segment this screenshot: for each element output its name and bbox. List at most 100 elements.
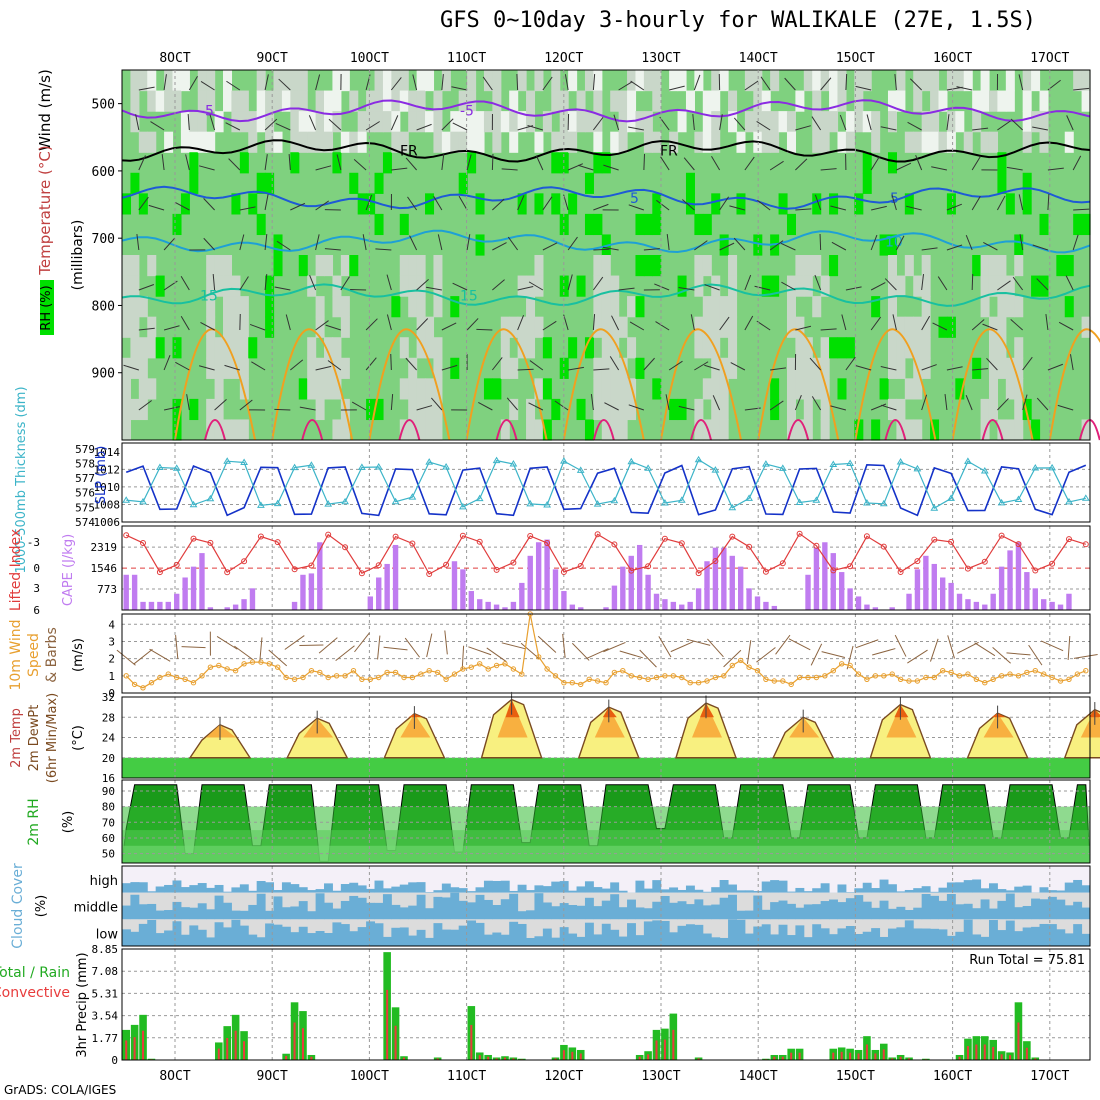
date-tick-bottom: 9OCT <box>257 1069 288 1084</box>
date-tick-top: 14OCT <box>739 51 778 66</box>
wind-barb <box>1010 319 1023 331</box>
cloud-cell <box>896 927 906 946</box>
thickness-marker <box>863 499 871 506</box>
cloud-cell <box>408 905 418 920</box>
wind-speed-marker <box>342 673 348 679</box>
cloud-cell <box>231 887 241 893</box>
rh-cell <box>467 152 477 174</box>
rh-cell <box>988 131 999 153</box>
wind-speed-marker <box>931 674 937 681</box>
rh-cell <box>332 111 342 133</box>
rh-cell <box>122 316 132 338</box>
wind-barb <box>1072 234 1079 251</box>
cloud-cell <box>147 891 157 893</box>
wind-barb <box>983 242 998 251</box>
wind-barb <box>784 77 796 91</box>
rh-cell <box>610 316 620 338</box>
cloud-cell <box>559 927 569 946</box>
wind-speed-marker <box>418 671 424 677</box>
cloud-cell <box>374 880 384 893</box>
cape-tick: 1546 <box>91 562 118 575</box>
wind-speed-marker <box>1032 668 1039 674</box>
rh-cell <box>130 296 140 318</box>
cloud-cell <box>231 919 241 946</box>
wind-barb <box>769 240 784 251</box>
rh-cell <box>1005 419 1015 441</box>
cloud-cell <box>248 934 258 946</box>
cloud-cell <box>475 922 485 946</box>
lifted-index-marker <box>426 571 433 577</box>
wind-barb <box>163 325 180 331</box>
rh-cell <box>281 90 291 112</box>
cloud-cell <box>534 893 544 920</box>
thickness-marker <box>661 499 669 506</box>
cloud-cell <box>904 909 914 920</box>
rh-cell <box>736 193 746 215</box>
rh-cell <box>206 296 216 318</box>
wind-barb <box>618 287 635 291</box>
cloud-cell <box>248 890 258 893</box>
cloud-cell <box>576 886 586 893</box>
precip-convective-bar <box>899 1056 902 1060</box>
wind-barb <box>719 114 723 131</box>
cloud-cell <box>450 929 460 946</box>
lifted-index-marker <box>981 558 988 565</box>
cloud-cell <box>736 910 746 920</box>
rh-cell <box>576 90 586 112</box>
wind-barb <box>482 76 493 91</box>
rh-cell <box>568 111 578 133</box>
wind-barb <box>517 314 525 331</box>
cloud-cell <box>382 936 392 946</box>
rh-cell <box>500 111 510 133</box>
rh-cell <box>349 90 359 112</box>
wind-barb <box>452 122 468 131</box>
wind-speed-marker <box>956 673 963 679</box>
wind-barb <box>692 114 695 131</box>
wind-barb <box>845 73 848 91</box>
rh-cell <box>1014 419 1024 441</box>
cape-bar <box>317 542 323 610</box>
wind-barb <box>795 208 812 211</box>
temp-peak-orange <box>400 713 431 738</box>
wind-barb <box>819 233 822 251</box>
rh-cell <box>761 90 771 112</box>
cloud-cell <box>500 880 510 893</box>
cape-bar <box>1015 542 1022 610</box>
rh-cell <box>206 275 216 297</box>
cloud-cell <box>1056 929 1066 946</box>
wind-barb <box>895 235 905 251</box>
wind-barb <box>896 162 912 171</box>
temp-tick: 24 <box>102 732 116 745</box>
wind-barb <box>567 163 584 171</box>
rh-cell <box>1022 131 1032 153</box>
rh-cell <box>786 111 796 133</box>
wind-barbs-label: & Barbs <box>44 627 60 683</box>
cloud-cell <box>1014 931 1024 946</box>
surface-wind-barb <box>603 642 626 653</box>
wind-barb <box>756 320 771 331</box>
temp-peak-orange <box>692 703 722 738</box>
rh-cell <box>509 316 519 338</box>
wind-speed-marker <box>780 678 786 684</box>
rh-cell <box>946 316 956 338</box>
rh-cell <box>509 131 519 153</box>
cloud-cell <box>265 882 275 893</box>
lifted-index-line <box>125 532 1086 575</box>
cloud-cell <box>542 928 552 946</box>
rh-cell <box>955 111 965 133</box>
cloud-cell <box>357 927 367 946</box>
thickness-marker <box>526 499 535 507</box>
cloud-cell <box>290 884 300 893</box>
hot-contour <box>981 419 1004 441</box>
wind-barb <box>628 204 645 211</box>
cloud-cell <box>988 920 998 946</box>
rh-cell <box>130 316 140 338</box>
cloud-cell <box>441 883 451 893</box>
slp-background <box>122 443 1090 522</box>
rh-cell <box>896 398 906 421</box>
cloud-cell <box>307 890 317 893</box>
wind-barb <box>769 400 784 411</box>
wind-speed-marker <box>662 673 668 679</box>
cloud-cell <box>963 919 973 946</box>
